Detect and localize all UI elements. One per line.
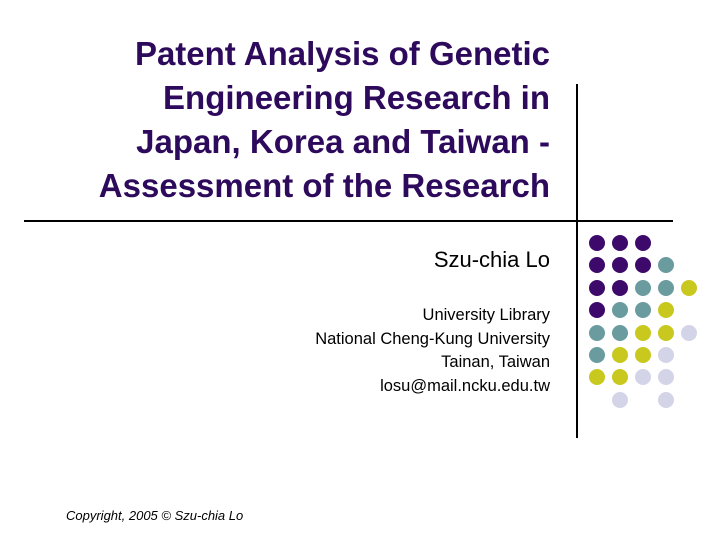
slide-title: Patent Analysis of Genetic Engineering R…: [0, 32, 550, 208]
lavender-dot-icon: [658, 347, 674, 363]
affiliation-line: National Cheng-Kung University: [315, 329, 550, 348]
purple-dot-icon: [589, 257, 605, 274]
horizontal-divider: [24, 220, 673, 222]
purple-dot-icon: [612, 257, 628, 274]
title-line: Japan, Korea and Taiwan -: [136, 123, 550, 160]
lavender-dot-icon: [681, 324, 697, 341]
teal-dot-icon: [635, 279, 651, 296]
vertical-divider: [576, 84, 578, 438]
teal-dot-icon: [589, 347, 605, 363]
affiliation-line: University Library: [422, 306, 550, 324]
teal-dot-icon: [612, 302, 628, 319]
lavender-dot-icon: [658, 369, 674, 386]
purple-dot-icon: [635, 257, 651, 274]
purple-dot-icon: [635, 235, 651, 251]
purple-dot-icon: [612, 235, 628, 251]
lavender-dot-icon: [658, 391, 674, 408]
teal-dot-icon: [658, 257, 674, 274]
yellow-dot-icon: [612, 369, 628, 386]
purple-dot-icon: [589, 279, 605, 296]
yellow-dot-icon: [635, 324, 651, 341]
yellow-dot-icon: [612, 347, 628, 363]
teal-dot-icon: [589, 324, 605, 341]
title-line: Engineering Research in: [163, 79, 550, 116]
teal-dot-icon: [658, 279, 674, 296]
yellow-dot-icon: [635, 347, 651, 363]
teal-dot-icon: [635, 302, 651, 319]
affiliation: University Library National Cheng-Kung U…: [315, 304, 550, 398]
affiliation-line: Tainan, Taiwan: [441, 353, 550, 371]
author-name: Szu-chia Lo: [433, 247, 550, 272]
purple-dot-icon: [589, 235, 605, 251]
email-text: losu@mail.ncku.edu.tw: [380, 376, 550, 395]
purple-dot-icon: [589, 302, 605, 319]
yellow-dot-icon: [589, 369, 605, 386]
lavender-dot-icon: [612, 391, 628, 408]
purple-dot-icon: [612, 279, 628, 296]
yellow-dot-icon: [681, 279, 697, 296]
copyright-notice: Copyright, 2005 © Szu-chia Lo: [66, 508, 244, 523]
yellow-dot-icon: [658, 324, 674, 341]
teal-dot-icon: [612, 324, 628, 341]
title-line: Patent Analysis of Genetic: [134, 35, 550, 72]
title-line: Assessment of the Research: [98, 167, 550, 204]
yellow-dot-icon: [658, 302, 674, 319]
lavender-dot-icon: [635, 369, 651, 386]
